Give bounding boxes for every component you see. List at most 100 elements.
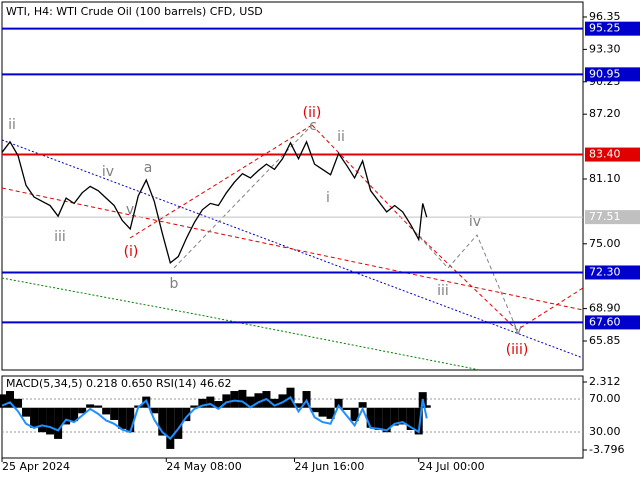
macd-bar xyxy=(406,407,415,430)
macd-bar xyxy=(102,407,111,415)
macd-bar xyxy=(166,407,175,449)
wave-label: b xyxy=(170,276,179,292)
y-tick-label: 96.35 xyxy=(589,10,621,23)
level-label: 77.51 xyxy=(589,210,621,223)
wave-label: v xyxy=(126,202,134,218)
macd-bar xyxy=(294,403,303,408)
macd-bar xyxy=(38,407,47,433)
macd-bar xyxy=(334,398,343,408)
indicator-title: MACD(5,34,5) 0.218 0.650 RSI(14) 46.62 xyxy=(6,377,231,390)
macd-bar xyxy=(0,394,7,408)
macd-bar xyxy=(398,407,407,425)
forecast-line xyxy=(311,124,584,331)
y-tick-label: 65.85 xyxy=(589,334,621,347)
level-label-box xyxy=(585,67,640,82)
forecast-line xyxy=(414,231,518,331)
main-frame xyxy=(1,1,584,371)
macd-bar xyxy=(86,404,95,408)
macd-bar xyxy=(214,401,223,408)
wave-label: i xyxy=(326,190,330,206)
y-tick-label: 30.00 xyxy=(589,425,621,438)
macd-bar xyxy=(246,396,255,408)
macd-bar xyxy=(318,407,327,417)
wave-label: ii xyxy=(8,117,16,133)
wave-label: c xyxy=(309,118,317,134)
level-label: 95.25 xyxy=(589,22,621,35)
wave-label: (iii) xyxy=(506,342,529,358)
x-tick-label: 24 Jun 16:00 xyxy=(295,460,365,473)
wave-label: (i) xyxy=(124,244,139,260)
macd-bar xyxy=(230,391,239,408)
y-tick-label: 87.20 xyxy=(589,107,621,120)
level-label: 67.60 xyxy=(589,315,621,328)
macd-bar xyxy=(78,407,87,414)
macd-bar xyxy=(118,407,127,429)
macd-bar xyxy=(54,407,63,439)
macd-bar xyxy=(374,407,383,430)
macd-bar xyxy=(358,402,367,408)
macd-bar xyxy=(270,398,279,408)
rsi-line xyxy=(1,395,428,441)
level-label-box xyxy=(585,315,640,330)
macd-bar xyxy=(6,391,15,408)
wave-label: a xyxy=(144,160,153,176)
y-tick-label: 68.90 xyxy=(589,302,621,315)
y-tick-label: 2.312 xyxy=(589,375,621,388)
macd-bar xyxy=(254,393,263,408)
chart-title: WTI, H4: WTI Crude Oil (100 barrels) CFD… xyxy=(6,5,263,18)
channel-line xyxy=(129,124,313,239)
macd-bar xyxy=(310,407,319,413)
macd-bar xyxy=(366,407,375,428)
macd-bar xyxy=(414,407,423,435)
level-label: 72.30 xyxy=(589,265,621,278)
macd-bar xyxy=(198,398,207,408)
macd-bar xyxy=(110,407,119,420)
moving-average xyxy=(1,277,481,371)
macd-bar xyxy=(206,396,215,408)
macd-bar xyxy=(46,407,55,435)
macd-bar xyxy=(158,407,167,436)
macd-bar xyxy=(390,407,399,426)
y-tick-label: 75.00 xyxy=(589,237,621,250)
macd-bar xyxy=(238,389,247,408)
macd-bar xyxy=(22,407,31,417)
level-label-box xyxy=(585,210,640,225)
macd-bar xyxy=(422,405,431,408)
macd-bar xyxy=(182,407,191,422)
y-tick-label: 70.00 xyxy=(589,392,621,405)
price-line xyxy=(1,140,428,265)
level-label-box xyxy=(585,21,640,36)
indicator-frame xyxy=(1,375,584,459)
macd-bar xyxy=(126,407,135,433)
macd-bar xyxy=(342,407,351,410)
y-tick-label: 93.30 xyxy=(589,42,621,55)
macd-bar xyxy=(62,407,71,425)
x-tick-label: 25 Apr 2024 xyxy=(2,460,70,473)
channel-line xyxy=(1,187,584,311)
y-tick-label: -3.796 xyxy=(589,443,624,456)
macd-bar xyxy=(190,405,199,408)
wave-label: iv xyxy=(102,164,114,180)
wave-label: iv xyxy=(469,214,481,230)
x-tick-label: 24 May 08:00 xyxy=(166,460,241,473)
macd-bar xyxy=(150,407,159,414)
y-tick-label: 81.10 xyxy=(589,172,621,185)
macd-bar xyxy=(70,407,79,422)
wave-label: iii xyxy=(437,283,449,299)
macd-bar xyxy=(382,407,391,433)
x-tick-label: 24 Jul 00:00 xyxy=(419,460,485,473)
level-label: 83.40 xyxy=(589,148,621,161)
wave-label: ii xyxy=(337,129,345,145)
level-label: 90.95 xyxy=(589,67,621,80)
wave-label: iii xyxy=(54,229,66,245)
macd-bar xyxy=(30,407,39,428)
macd-bar xyxy=(174,407,183,439)
macd-bar xyxy=(326,407,335,419)
macd-bar xyxy=(278,394,287,408)
level-label-box xyxy=(585,147,640,162)
macd-bar xyxy=(222,394,231,408)
macd-bar xyxy=(94,405,103,408)
wave-label: v xyxy=(514,322,522,338)
wave-label: (ii) xyxy=(303,105,322,121)
